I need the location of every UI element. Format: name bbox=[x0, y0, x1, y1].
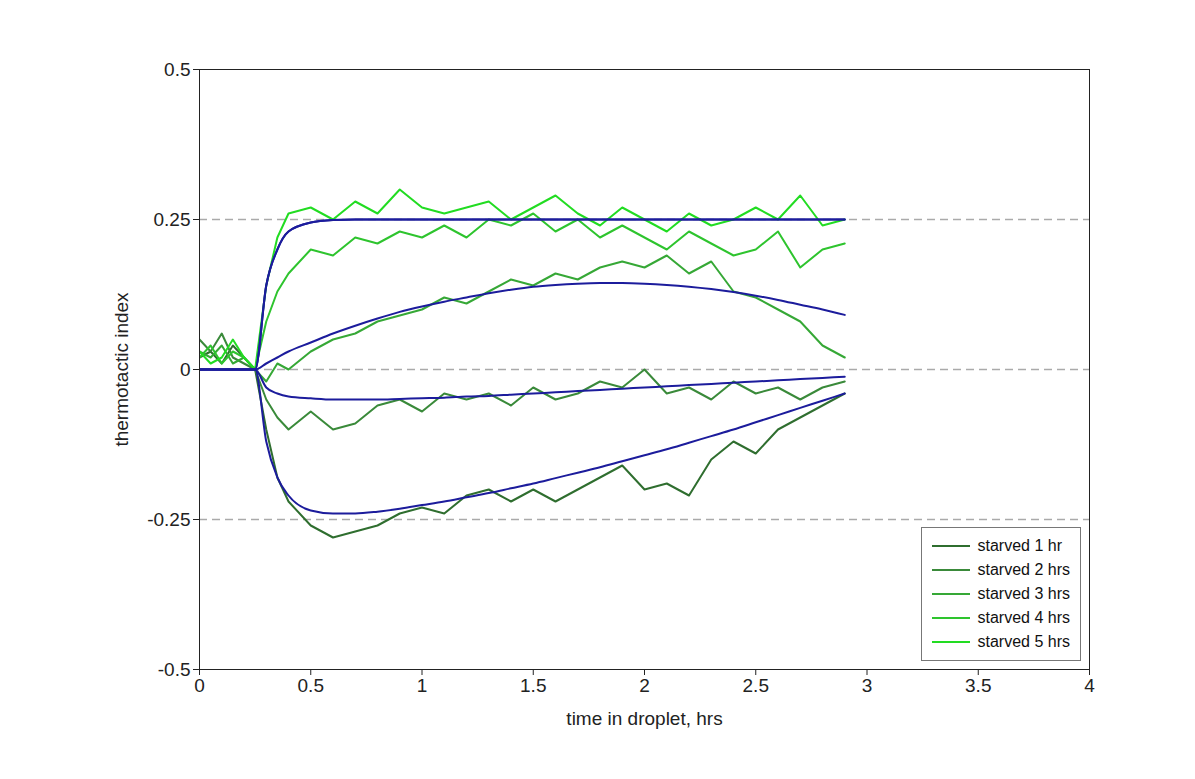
svg-text:0: 0 bbox=[180, 359, 191, 380]
svg-text:1.5: 1.5 bbox=[520, 675, 546, 696]
svg-text:thermotactic index: thermotactic index bbox=[111, 292, 132, 447]
svg-text:3: 3 bbox=[862, 675, 873, 696]
html-text:starved 1 hr: starved 1 hr bbox=[977, 537, 1062, 554]
svg-text:0.25: 0.25 bbox=[154, 209, 191, 230]
svg-text:3.5: 3.5 bbox=[965, 675, 991, 696]
svg-text:0.5: 0.5 bbox=[298, 675, 324, 696]
html-text:starved 4 hrs: starved 4 hrs bbox=[977, 609, 1070, 626]
html-text:starved 2 hrs: starved 2 hrs bbox=[977, 561, 1070, 578]
svg-text:-0.5: -0.5 bbox=[158, 659, 191, 680]
html-text:starved 5 hrs: starved 5 hrs bbox=[977, 633, 1070, 650]
svg-text:0: 0 bbox=[194, 675, 205, 696]
svg-text:2: 2 bbox=[639, 675, 650, 696]
svg-text:4: 4 bbox=[1084, 675, 1095, 696]
svg-text:time in droplet, hrs: time in droplet, hrs bbox=[566, 708, 722, 729]
svg-text:1: 1 bbox=[417, 675, 428, 696]
svg-text:0.5: 0.5 bbox=[164, 59, 190, 80]
svg-text:2.5: 2.5 bbox=[743, 675, 769, 696]
html-text:starved 3 hrs: starved 3 hrs bbox=[977, 585, 1070, 602]
svg-text:-0.25: -0.25 bbox=[147, 509, 190, 530]
